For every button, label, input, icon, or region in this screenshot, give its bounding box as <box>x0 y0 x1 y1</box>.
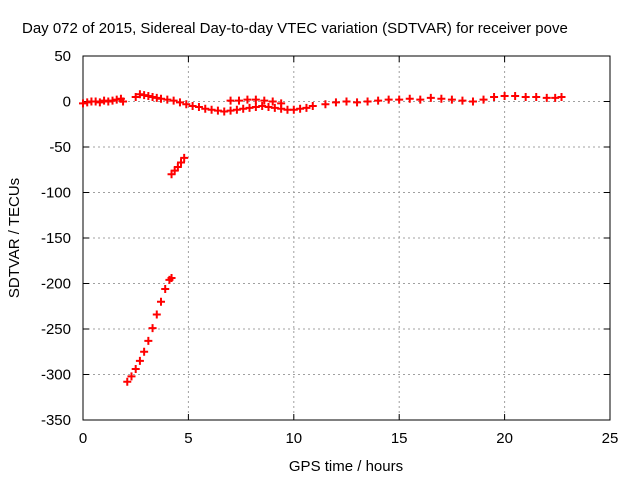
data-point <box>268 97 277 106</box>
data-point <box>95 98 104 107</box>
data-point <box>123 377 132 386</box>
data-point <box>384 95 393 104</box>
data-point <box>161 284 170 293</box>
y-tick-label: -150 <box>41 230 71 247</box>
x-tick-label: 15 <box>391 430 408 447</box>
data-point <box>302 103 311 112</box>
data-point <box>479 95 488 104</box>
data-point <box>511 92 520 101</box>
data-point <box>557 92 566 101</box>
data-point <box>140 347 149 356</box>
x-tick-labels: 0 5 10 15 20 25 <box>79 430 619 447</box>
data-point <box>175 98 184 107</box>
data-point <box>437 94 446 103</box>
data-point <box>251 95 260 104</box>
data-point <box>234 96 243 105</box>
plot-frame <box>82 55 611 421</box>
data-point <box>458 96 467 105</box>
data-point <box>144 336 153 345</box>
data-point <box>542 93 551 102</box>
y-tick-label: -350 <box>41 412 71 429</box>
data-point <box>119 97 128 106</box>
data-point <box>447 95 456 104</box>
data-point <box>532 92 541 101</box>
grid-lines <box>83 56 610 420</box>
y-tick-label: -100 <box>41 185 71 202</box>
x-tick-label: 10 <box>285 430 302 447</box>
data-point <box>374 96 383 105</box>
data-point <box>395 95 404 104</box>
y-axis-label: SDTVAR / TECUs <box>6 178 23 298</box>
chart-title: Day 072 of 2015, Sidereal Day-to-day VTE… <box>22 20 568 37</box>
data-point <box>363 97 372 106</box>
data-point <box>152 310 161 319</box>
data-point <box>135 356 144 365</box>
x-axis-label: GPS time / hours <box>289 458 403 475</box>
data-point <box>500 92 509 101</box>
y-tick-label: -250 <box>41 321 71 338</box>
data-point <box>177 158 186 167</box>
data-point <box>342 97 351 106</box>
data-point <box>148 324 157 333</box>
data-points <box>79 90 566 386</box>
data-point <box>277 99 286 108</box>
data-point <box>416 95 425 104</box>
data-point <box>182 100 191 109</box>
data-point <box>468 97 477 106</box>
data-point <box>180 153 189 162</box>
data-point <box>321 100 330 109</box>
x-tick-label: 20 <box>496 430 513 447</box>
y-tick-label: -300 <box>41 367 71 384</box>
data-point <box>173 163 182 172</box>
y-tick-label: 50 <box>54 48 71 65</box>
data-point <box>131 92 140 101</box>
axis-ticks <box>82 55 611 421</box>
data-point <box>127 372 136 381</box>
x-tick-label: 5 <box>184 430 192 447</box>
data-point <box>426 93 435 102</box>
data-point <box>169 96 178 105</box>
x-tick-label: 0 <box>79 430 87 447</box>
y-tick-label: -200 <box>41 276 71 293</box>
y-tick-labels: 50 0 -50 -100 -150 -200 -250 -300 -350 <box>41 48 71 429</box>
data-point <box>260 96 269 105</box>
data-point <box>353 98 362 107</box>
data-point <box>167 274 176 283</box>
data-point <box>194 102 203 111</box>
data-point <box>405 94 414 103</box>
data-point <box>156 297 165 306</box>
data-point <box>131 365 140 374</box>
data-point <box>226 96 235 105</box>
data-point <box>308 102 317 111</box>
data-point <box>521 92 530 101</box>
data-point <box>331 98 340 107</box>
data-point <box>243 95 252 104</box>
data-point <box>490 92 499 101</box>
x-tick-label: 25 <box>602 430 619 447</box>
y-tick-label: 0 <box>63 94 71 111</box>
y-tick-label: -50 <box>49 139 71 156</box>
